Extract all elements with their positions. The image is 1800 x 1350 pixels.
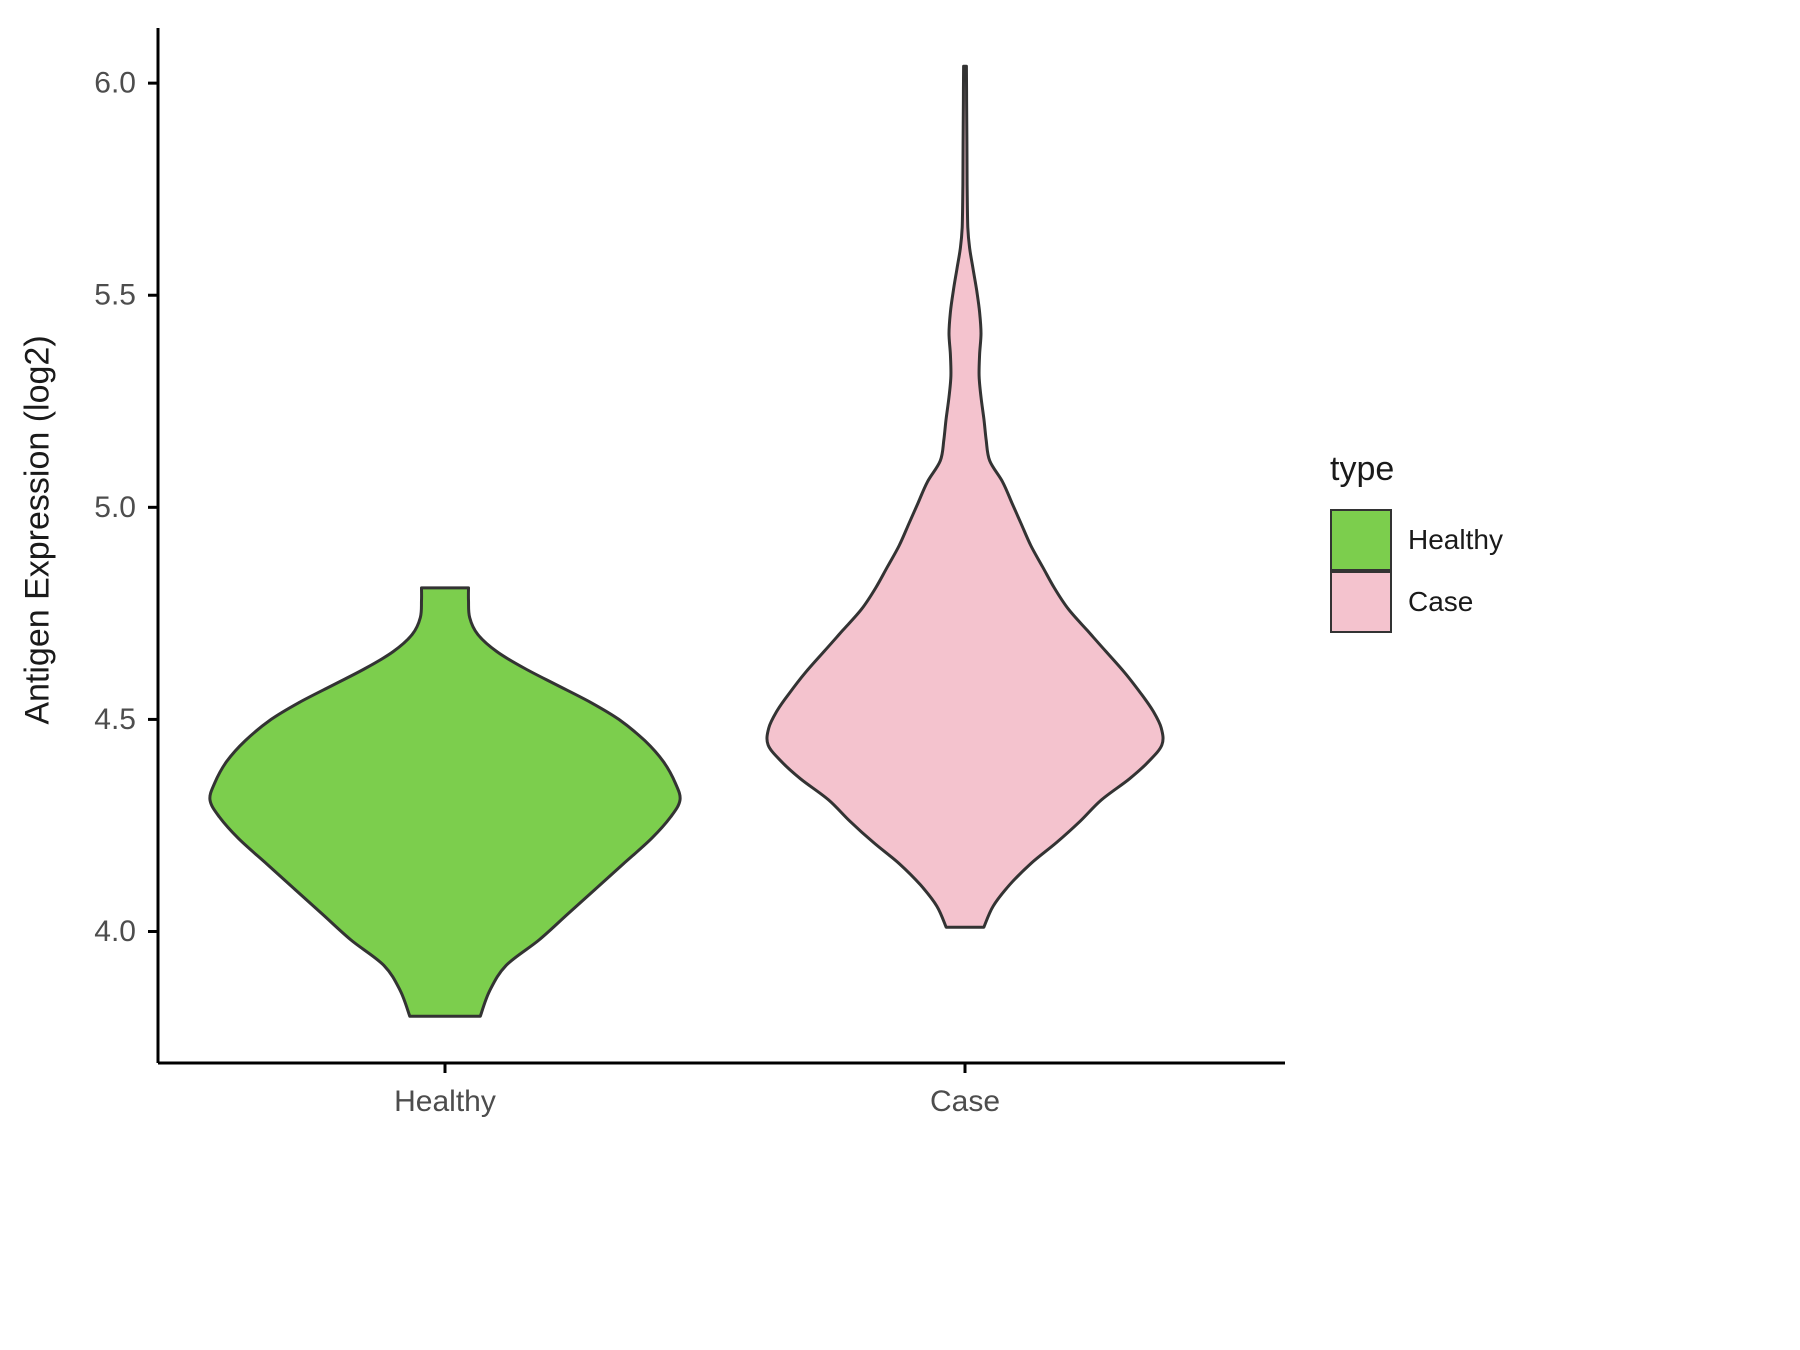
legend-items: Healthy Case [1330,509,1503,633]
legend-key-swatch [1330,509,1392,571]
violin-healthy [208,586,682,1018]
y-tick-label: 5.5 [94,279,136,312]
y-tick-label: 4.5 [94,703,136,736]
y-tick-label: 4.0 [94,915,136,948]
legend-item: Healthy [1330,509,1503,571]
y-tick-label: 6.0 [94,67,136,100]
violin-case [765,64,1165,929]
legend: type Healthy Case [1330,450,1503,633]
y-axis-title: Antigen Expression (log2) [18,335,57,725]
y-tick-label: 5.0 [94,491,136,524]
legend-item-label: Case [1408,586,1474,617]
x-category-label: Case [930,1085,1000,1118]
x-category-label: Healthy [394,1085,496,1118]
legend-title: type [1330,450,1395,488]
legend-item: Case [1330,571,1503,633]
legend-item-label: Healthy [1408,524,1503,555]
legend-key-swatch [1330,571,1392,633]
